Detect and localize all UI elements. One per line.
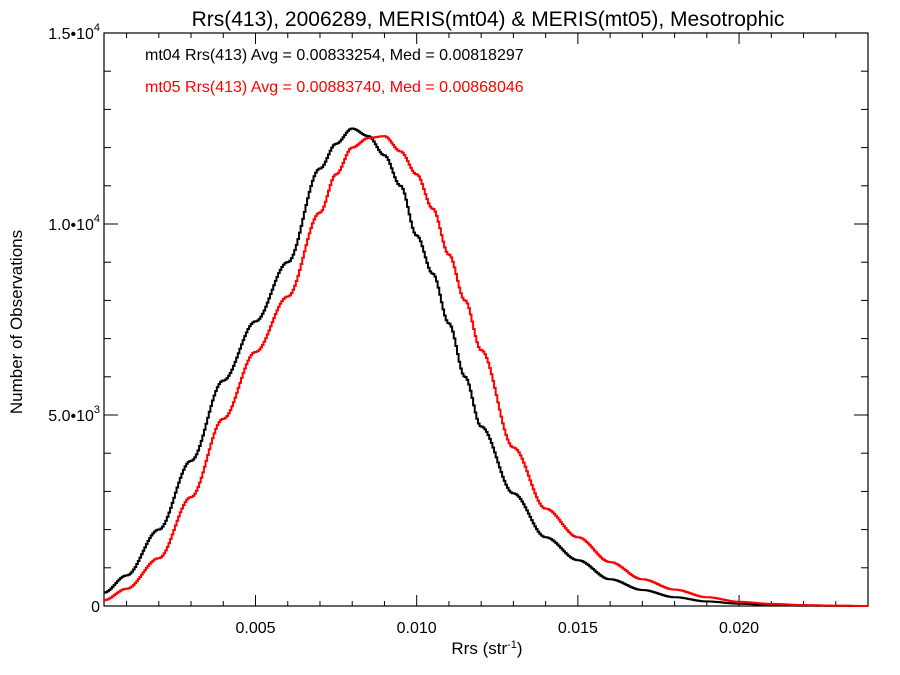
legend: mt04 Rrs(413) Avg = 0.00833254, Med = 0.…	[145, 47, 524, 96]
chart-title: Rrs(413), 2006289, MERIS(mt04) & MERIS(m…	[192, 8, 785, 31]
y-tick-label: 1.5•104	[48, 22, 100, 43]
y-axis-label: Number of Observations	[7, 230, 26, 414]
legend-entry-mt04: mt04 Rrs(413) Avg = 0.00833254, Med = 0.…	[145, 47, 524, 64]
histogram-series-mt05	[104, 135, 868, 607]
histogram-series-mt04	[104, 127, 868, 607]
y-tick-label: 1.0•104	[48, 213, 100, 234]
x-tick-label: 0.015	[558, 620, 598, 637]
legend-entry-mt05: mt05 Rrs(413) Avg = 0.00883740, Med = 0.…	[145, 79, 524, 96]
plot-frame	[103, 32, 869, 607]
x-tick-label: 0.010	[397, 620, 437, 637]
y-tick-label: 5.0•103	[48, 404, 100, 425]
x-tick-label: 0.005	[235, 620, 275, 637]
x-axis-label: Rrs (str-1)	[451, 639, 522, 658]
series-group	[104, 127, 868, 607]
y-tick-label: 0	[91, 599, 100, 616]
x-tick-label: 0.020	[719, 620, 759, 637]
